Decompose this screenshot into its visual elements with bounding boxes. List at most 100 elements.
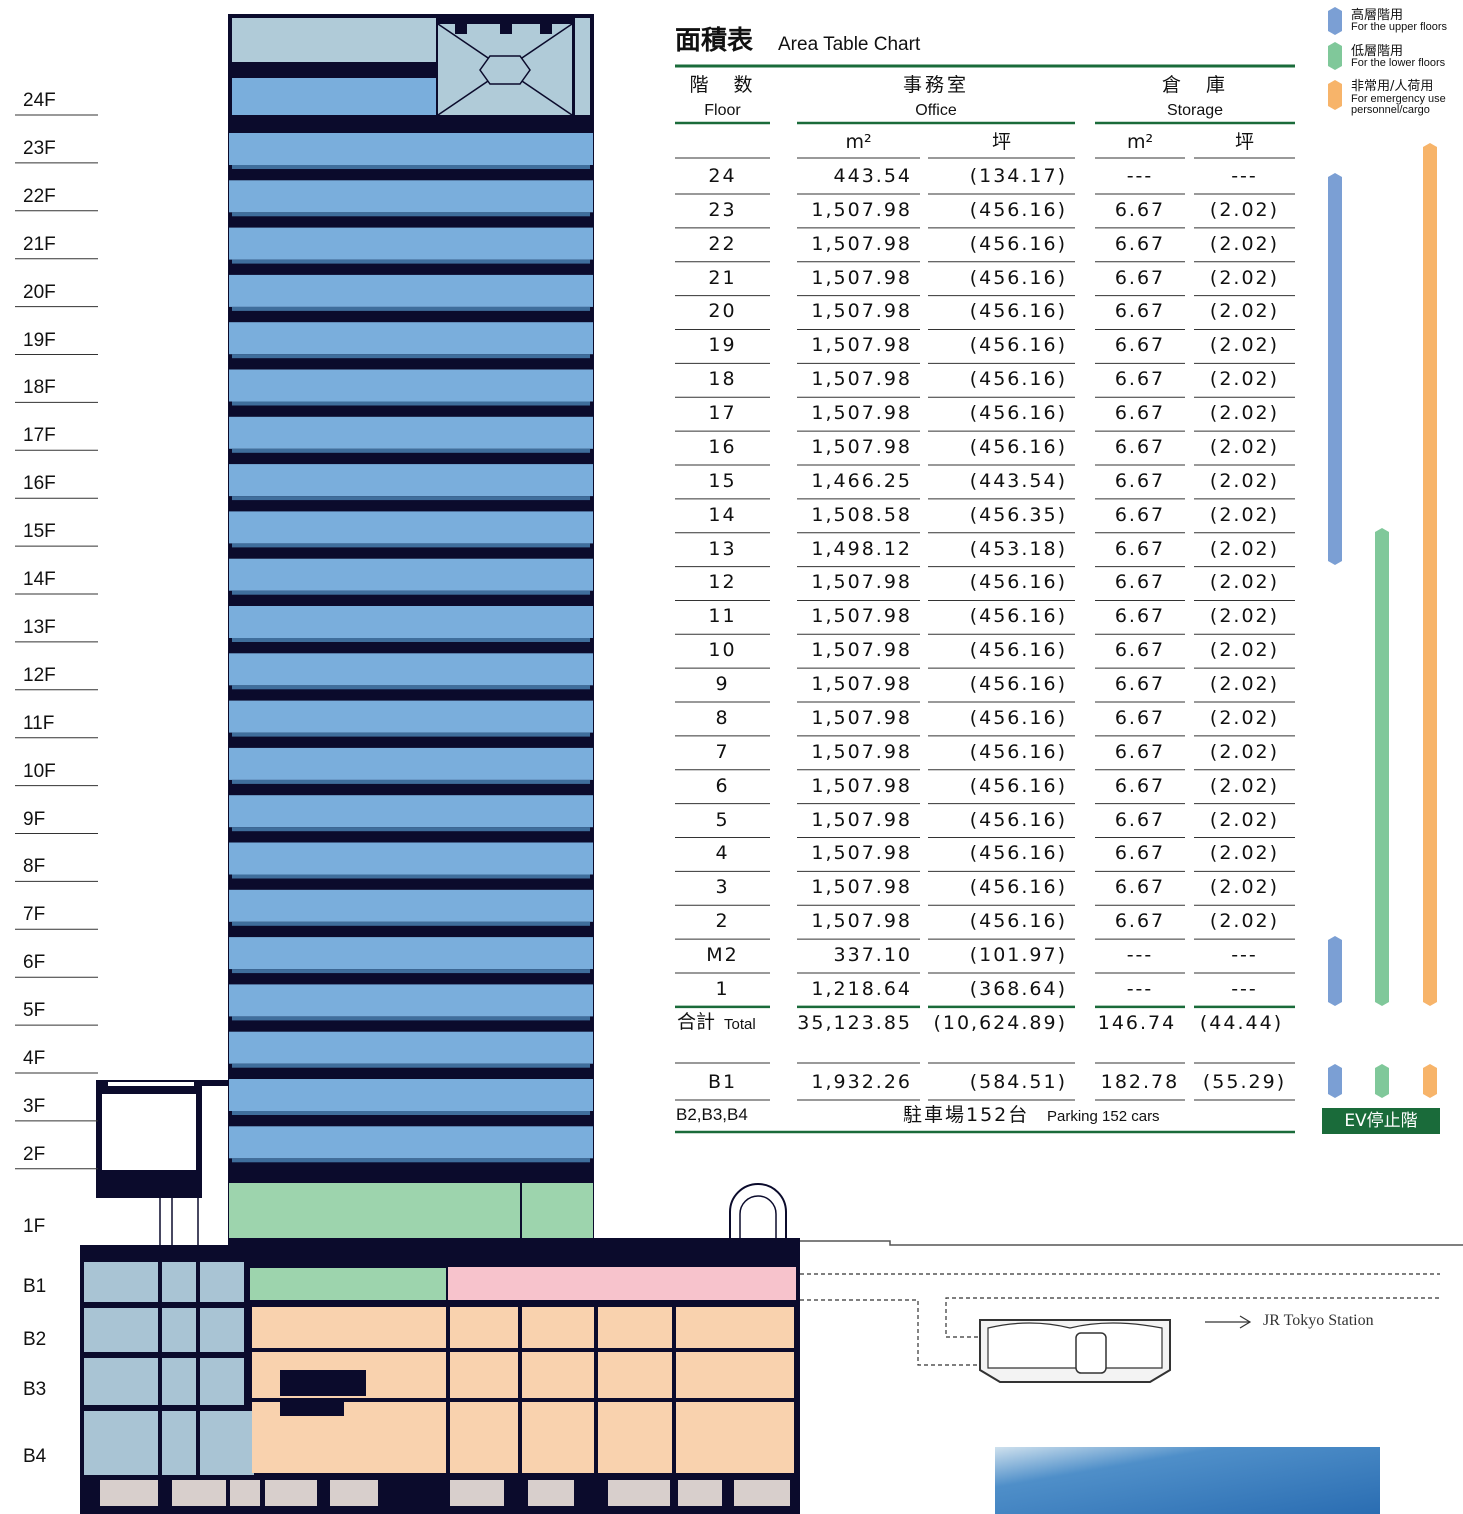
station-arrow-head bbox=[1239, 1315, 1252, 1329]
floor-slab bbox=[229, 653, 593, 686]
total-cell: 35,123.85 bbox=[797, 1012, 912, 1034]
floor-window bbox=[232, 259, 590, 264]
floor-slab bbox=[229, 369, 593, 402]
parking-bay bbox=[598, 1307, 672, 1348]
parking-bay bbox=[676, 1402, 794, 1473]
table-cell: (456.16) bbox=[969, 706, 1067, 729]
table-cell: (456.16) bbox=[969, 740, 1067, 763]
table-cell: (2.02) bbox=[1209, 706, 1280, 729]
ramp bbox=[280, 1402, 344, 1416]
floor-window bbox=[232, 306, 590, 311]
table-cell: 6.67 bbox=[1114, 300, 1166, 323]
table-cell: 1,507.98 bbox=[811, 808, 912, 831]
table-cell: 1,507.98 bbox=[811, 368, 912, 391]
table-cell: 337.10 bbox=[833, 944, 912, 966]
floor-slab bbox=[229, 464, 593, 497]
floor-label: B1 bbox=[23, 1276, 47, 1297]
total-cell: (44.44) bbox=[1199, 1012, 1284, 1034]
table-cell: 1,507.98 bbox=[811, 198, 912, 221]
table-cell: 10 bbox=[708, 639, 737, 662]
unit-label: 坪 bbox=[991, 131, 1011, 153]
floor-window bbox=[232, 590, 590, 595]
train bbox=[1075, 1332, 1107, 1374]
table-cell: (456.16) bbox=[969, 876, 1067, 899]
table-cell: (368.64) bbox=[969, 977, 1067, 1000]
table-cell: 1,498.12 bbox=[811, 537, 912, 560]
table-header: 事務室 bbox=[902, 74, 969, 96]
annex-link bbox=[202, 1080, 228, 1086]
floor-slab bbox=[229, 984, 593, 1017]
parking-bay bbox=[676, 1352, 794, 1398]
table-cell: (2.02) bbox=[1209, 605, 1280, 628]
floor-slab bbox=[229, 558, 593, 591]
footing bbox=[230, 1480, 260, 1506]
parking-label-en: Parking 152 cars bbox=[1047, 1108, 1160, 1125]
table-header-en: Office bbox=[915, 102, 957, 119]
floor-window bbox=[232, 1063, 590, 1068]
floor-label: 3F bbox=[23, 1095, 46, 1117]
parking-floor: B2,B3,B4 bbox=[676, 1105, 748, 1124]
table-cell: 5 bbox=[715, 808, 730, 831]
table-cell: 1,507.98 bbox=[811, 842, 912, 865]
table-cell: 1,507.98 bbox=[811, 910, 912, 933]
footing bbox=[608, 1480, 670, 1506]
floor-window bbox=[232, 969, 590, 974]
table-cell: (443.54) bbox=[969, 469, 1067, 492]
table-cell: (101.97) bbox=[969, 944, 1067, 966]
machine-block bbox=[455, 24, 467, 34]
floor-label: 6F bbox=[23, 952, 46, 974]
elevator-bar bbox=[1375, 528, 1389, 1006]
floor-label: 24F bbox=[23, 90, 56, 111]
table-cell: (2.02) bbox=[1209, 266, 1280, 289]
parking-bay bbox=[598, 1402, 672, 1473]
floor-slab bbox=[229, 889, 593, 922]
table-cell: 1,507.98 bbox=[811, 402, 912, 425]
table-cell: 1,507.98 bbox=[811, 639, 912, 662]
machine-block bbox=[500, 24, 512, 34]
table-cell: --- bbox=[1231, 977, 1258, 1000]
table-cell: 6.67 bbox=[1114, 706, 1166, 729]
table-cell: (2.02) bbox=[1209, 503, 1280, 526]
parking-label: 駐車場152台 bbox=[903, 1104, 1030, 1126]
parking-bay bbox=[450, 1307, 518, 1348]
total-label: 合計 bbox=[677, 1011, 716, 1033]
floor-slab bbox=[229, 1031, 593, 1064]
legend-label: 非常用/人荷用 bbox=[1351, 79, 1434, 94]
table-cell: 1,507.98 bbox=[811, 266, 912, 289]
table-cell: 6.67 bbox=[1114, 605, 1166, 628]
table-cell: 1,508.58 bbox=[811, 503, 912, 526]
table-cell: (2.02) bbox=[1209, 673, 1280, 696]
table-cell: (456.16) bbox=[969, 198, 1067, 221]
table-cell: 6.67 bbox=[1114, 774, 1166, 797]
table-cell: 1,507.98 bbox=[811, 334, 912, 357]
table-cell: (456.16) bbox=[969, 266, 1067, 289]
core-room bbox=[162, 1262, 196, 1302]
footing bbox=[172, 1480, 226, 1506]
table-cell: 17 bbox=[708, 402, 737, 425]
table-cell: (456.16) bbox=[969, 402, 1067, 425]
floor-label: 14F bbox=[23, 569, 56, 590]
floor-window bbox=[232, 732, 590, 737]
table-cell: 24 bbox=[708, 165, 737, 187]
table-cell: (456.35) bbox=[969, 503, 1067, 526]
table-cell: (2.02) bbox=[1209, 740, 1280, 763]
table-cell: (2.02) bbox=[1209, 198, 1280, 221]
core-room bbox=[84, 1411, 158, 1475]
floor-slab bbox=[229, 700, 593, 733]
floor-label: 7F bbox=[23, 904, 46, 926]
table-cell: (456.16) bbox=[969, 334, 1067, 357]
station-label: JR Tokyo Station bbox=[1263, 1312, 1374, 1329]
table-cell: (2.02) bbox=[1209, 402, 1280, 425]
parking-bay bbox=[450, 1402, 518, 1473]
table-cell: 1,507.98 bbox=[811, 706, 912, 729]
annex-space bbox=[102, 1094, 196, 1170]
table-cell: 11 bbox=[708, 605, 737, 628]
table-cell: (2.02) bbox=[1209, 842, 1280, 865]
table-cell: 3 bbox=[715, 876, 730, 899]
floor-window bbox=[232, 401, 590, 406]
core-room bbox=[162, 1308, 196, 1352]
unit-label: 坪 bbox=[1234, 131, 1254, 153]
footing bbox=[265, 1480, 317, 1506]
floor-slab bbox=[229, 795, 593, 828]
table-cell: 23 bbox=[708, 198, 737, 221]
